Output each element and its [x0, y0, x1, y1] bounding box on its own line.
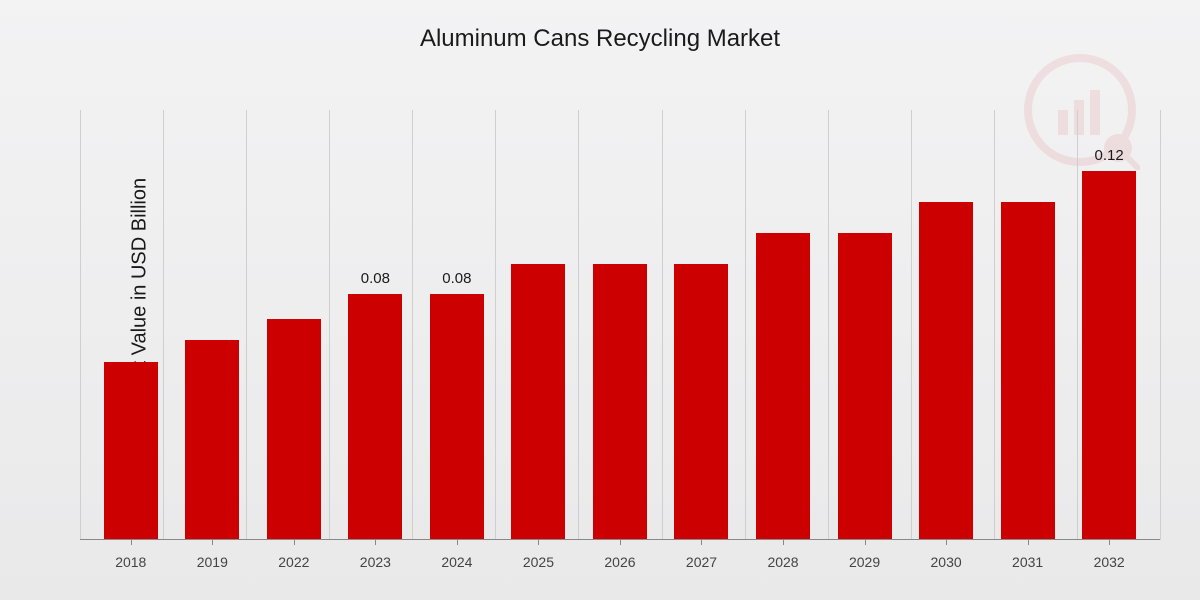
- bar-value-label: 0.12: [1095, 147, 1124, 165]
- bar: [1001, 202, 1055, 540]
- x-axis-label: 2028: [742, 554, 824, 570]
- bar-slot: [172, 110, 254, 540]
- x-tick: [538, 540, 539, 545]
- x-tick: [620, 540, 621, 545]
- bar-slot: [742, 110, 824, 540]
- bar: [674, 264, 728, 540]
- bar-slot: [905, 110, 987, 540]
- x-axis-label: 2024: [416, 554, 498, 570]
- bar: [1082, 171, 1136, 540]
- bar: [756, 233, 810, 540]
- x-tick: [865, 540, 866, 545]
- x-axis-label: 2032: [1068, 554, 1150, 570]
- x-axis-label: 2023: [335, 554, 417, 570]
- bar: [593, 264, 647, 540]
- bar-slot: [987, 110, 1069, 540]
- x-tick: [212, 540, 213, 545]
- grid-line: [1160, 110, 1161, 540]
- x-tick: [1028, 540, 1029, 545]
- bar-slot: [824, 110, 906, 540]
- x-tick: [294, 540, 295, 545]
- bar-slot: 0.08: [335, 110, 417, 540]
- plot-area: 0.08 0.08 0.12: [80, 110, 1160, 540]
- x-axis-label: 2018: [90, 554, 172, 570]
- x-axis-label: 2030: [905, 554, 987, 570]
- x-tick: [375, 540, 376, 545]
- bar-slot: [579, 110, 661, 540]
- x-tick: [1109, 540, 1110, 545]
- bar-slot: 0.12: [1068, 110, 1150, 540]
- x-axis-label: 2026: [579, 554, 661, 570]
- bar-slot: [498, 110, 580, 540]
- x-tick: [457, 540, 458, 545]
- bar-value-label: 0.08: [442, 270, 471, 288]
- bar-slot: [661, 110, 743, 540]
- bar: [838, 233, 892, 540]
- bar-value-label: 0.08: [361, 270, 390, 288]
- x-axis-label: 2022: [253, 554, 335, 570]
- bar: [185, 340, 239, 540]
- x-axis-label: 2019: [172, 554, 254, 570]
- x-tick: [946, 540, 947, 545]
- x-axis-label: 2031: [987, 554, 1069, 570]
- x-axis-label: 2025: [498, 554, 580, 570]
- bar: [104, 362, 158, 540]
- bar: [348, 294, 402, 540]
- x-tick: [783, 540, 784, 545]
- bar: [511, 264, 565, 540]
- bar: [267, 319, 321, 540]
- x-tick: [131, 540, 132, 545]
- x-axis-label: 2027: [661, 554, 743, 570]
- bar-slot: [90, 110, 172, 540]
- bar-slot: [253, 110, 335, 540]
- bar: [430, 294, 484, 540]
- bar-slot: 0.08: [416, 110, 498, 540]
- x-tick: [701, 540, 702, 545]
- bar: [919, 202, 973, 540]
- x-axis-line: [80, 539, 1160, 540]
- chart-title: Aluminum Cans Recycling Market: [0, 25, 1200, 53]
- x-axis-label: 2029: [824, 554, 906, 570]
